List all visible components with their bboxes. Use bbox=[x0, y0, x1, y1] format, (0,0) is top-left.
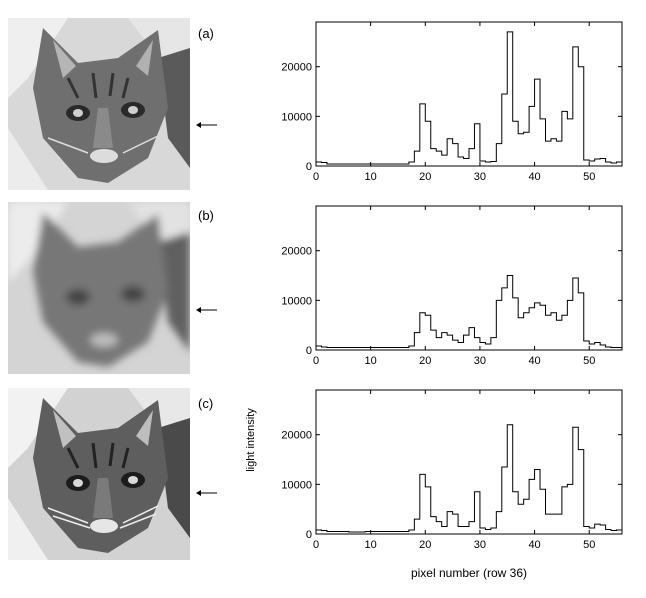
plot-frame bbox=[315, 389, 623, 535]
x-tick-label: 0 bbox=[313, 539, 319, 551]
y-axis-label-wrap: light intensity bbox=[243, 380, 263, 500]
cat-photo-c bbox=[8, 388, 190, 560]
y-tick-label: 20000 bbox=[281, 246, 312, 258]
plot-frame bbox=[315, 205, 623, 351]
x-tick-label: 20 bbox=[419, 539, 431, 551]
y-tick-label: 0 bbox=[306, 529, 312, 541]
x-tick-label: 30 bbox=[474, 355, 486, 367]
panel-label-c: (c) bbox=[198, 396, 214, 411]
x-tick-label: 30 bbox=[474, 539, 486, 551]
histogram-svg-b: 0 10 20 30 40 50 0 10000 20000 bbox=[281, 205, 623, 367]
cat-photo-a bbox=[8, 18, 190, 190]
histogram-svg-a: 0 10 20 30 40 50 0 10000 20000 bbox=[281, 21, 623, 183]
x-tick-label: 10 bbox=[365, 171, 377, 183]
x-tick-label: 40 bbox=[528, 355, 540, 367]
x-axis-label: pixel number (row 36) bbox=[410, 566, 528, 580]
x-tick-label: 40 bbox=[528, 171, 540, 183]
arrow-left-icon bbox=[196, 122, 217, 128]
arrow-left-icon bbox=[196, 307, 217, 313]
histogram-chart-c: 0 10 20 30 40 50 0 10000 20000 bbox=[268, 382, 638, 562]
cat-image-c bbox=[8, 388, 190, 560]
cat-photo-b bbox=[8, 202, 190, 374]
x-tick-label: 50 bbox=[583, 171, 595, 183]
panel-label-b: (b) bbox=[198, 208, 214, 223]
y-tick-label: 10000 bbox=[281, 295, 312, 307]
y-tick-label: 0 bbox=[306, 161, 312, 173]
x-tick-label: 10 bbox=[365, 355, 377, 367]
plot-frame bbox=[315, 21, 623, 167]
cat-image-b bbox=[8, 202, 190, 374]
x-tick-label: 20 bbox=[419, 355, 431, 367]
histogram-series-line bbox=[316, 424, 622, 533]
cat-image-a bbox=[8, 18, 190, 190]
y-tick-label: 10000 bbox=[281, 111, 312, 123]
arrow-left-icon bbox=[196, 490, 217, 496]
histogram-series-line bbox=[316, 275, 622, 349]
x-tick-label: 0 bbox=[313, 355, 319, 367]
histogram-chart-b: 0 10 20 30 40 50 0 10000 20000 bbox=[268, 198, 638, 378]
x-tick-label: 50 bbox=[583, 355, 595, 367]
y-tick-label: 10000 bbox=[281, 479, 312, 491]
y-tick-label: 0 bbox=[306, 345, 312, 357]
y-axis-label: light intensity bbox=[245, 408, 257, 472]
x-tick-label: 30 bbox=[474, 171, 486, 183]
x-tick-label: 40 bbox=[528, 539, 540, 551]
x-tick-label: 10 bbox=[365, 539, 377, 551]
histogram-series-line bbox=[316, 31, 622, 165]
x-tick-label: 50 bbox=[583, 539, 595, 551]
x-tick-label: 0 bbox=[313, 171, 319, 183]
histogram-svg-c: 0 10 20 30 40 50 0 10000 20000 bbox=[281, 389, 623, 551]
y-tick-label: 20000 bbox=[281, 430, 312, 442]
y-tick-label: 20000 bbox=[281, 62, 312, 74]
x-tick-label: 20 bbox=[419, 171, 431, 183]
panel-label-a: (a) bbox=[198, 26, 214, 41]
histogram-chart-a: 0 10 20 30 40 50 0 10000 20000 bbox=[268, 14, 638, 194]
